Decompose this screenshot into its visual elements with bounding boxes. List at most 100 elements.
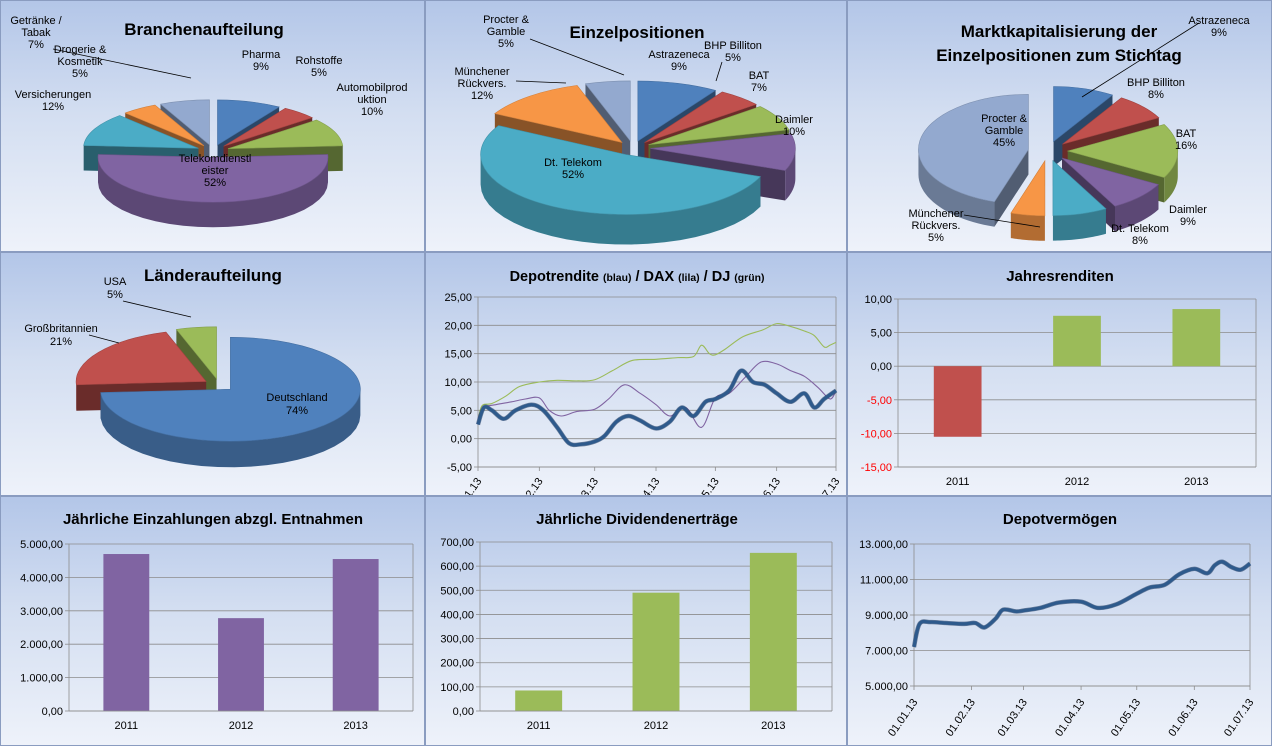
pie-slice-side	[176, 329, 217, 405]
pie-label-line: Münchener	[454, 66, 509, 78]
pie-label-line: 5%	[725, 52, 741, 64]
pie-slice-top	[217, 99, 280, 146]
pie-slice-top	[637, 80, 717, 142]
pie-slice-top	[644, 91, 758, 143]
x-tick-label: 2011	[946, 476, 970, 488]
chart-title: Depotvermögen	[1003, 511, 1117, 528]
y-tick-label: 25,00	[444, 292, 472, 304]
pie-slice-rim	[1052, 208, 1106, 241]
chart-title: Jahresrenditen	[1006, 268, 1114, 285]
pie-label-line: USA	[104, 276, 127, 288]
chart-svg: 5.000,00 7.000,00 9.000,00 11.000,00 13.000,…	[859, 511, 1256, 739]
y-tick-label: -5,00	[447, 462, 472, 474]
y-axis: 5.000,00 7.000,00 9.000,00 11.000,00 13.000,…	[859, 539, 1251, 693]
pie-label-line: 9%	[253, 61, 269, 73]
pie-label-line: 9%	[1211, 27, 1227, 39]
pie-slice-top	[918, 94, 1029, 203]
chart-svg: -5,00 0,00 5,00 10,00 15,00 20,00 25,00 01.01.1…	[444, 269, 842, 495]
y-tick-label: 11.000,00	[860, 575, 908, 587]
pie-label-line: 45%	[993, 137, 1015, 149]
chart-svg: Pharma 9% Rohstoffe 5%Automobilprod uktion 10…	[10, 15, 408, 228]
chart-title: Jährliche Dividendenerträge	[536, 511, 738, 528]
y-tick-label: 10,00	[864, 294, 892, 306]
pie-slice-top	[159, 99, 210, 146]
x-tick-label: 2011	[115, 720, 139, 732]
chart-title: Einzelpositionen	[569, 23, 704, 42]
y-tick-label: 13.000,00	[859, 539, 908, 551]
title-part: / DJ	[700, 269, 735, 285]
line-series-purple	[477, 360, 837, 428]
line-series-blue	[911, 559, 1252, 648]
label-leader	[963, 214, 1041, 228]
x-tick-label: 01.06.13	[749, 476, 783, 495]
pie-label-bhp-billiton: BHP Billiton 5%	[704, 40, 762, 64]
y-tick-label: 10,00	[444, 377, 472, 389]
y-tick-label: -5,00	[867, 395, 892, 407]
line-series-green	[477, 322, 837, 422]
label-leader	[88, 334, 120, 344]
pie-slice-top	[75, 331, 207, 386]
y-tick-label: 2.000,00	[20, 639, 63, 651]
pie-label-line: 12%	[471, 90, 493, 102]
pie-label-line: Daimler	[775, 114, 813, 126]
title-line: Depotvermögen	[1003, 511, 1117, 528]
pie-label-line: Procter &	[981, 113, 1028, 125]
pie-slice-rim	[1010, 213, 1045, 241]
y-tick-label: 600,00	[440, 561, 474, 573]
pie-label-line: Automobilprod	[337, 82, 408, 94]
pie-label-line: 5%	[928, 232, 944, 244]
pie-label-rohstoffe: Rohstoffe 5%	[296, 55, 343, 79]
y-tick-label: 7.000,00	[865, 646, 908, 658]
pie-label-pharma: Pharma 9%	[242, 49, 281, 73]
pie-slice-top	[83, 115, 199, 149]
pie-label-line: BHP Billiton	[704, 40, 762, 52]
x-tick-label: 01.05.13	[687, 476, 721, 495]
pie-label-line: Gamble	[985, 125, 1024, 137]
line-path	[912, 560, 1251, 648]
chart-svg: Astrazeneca 9%BHP Billiton 8%BAT 16%Daimler…	[908, 15, 1250, 247]
y-tick-label: 100,00	[440, 682, 474, 694]
pie-label-daimler: Daimler 9%	[1169, 204, 1207, 228]
bar-2011	[103, 554, 150, 711]
x-tick-label: 01.04.13	[1053, 697, 1087, 739]
pie-label-line: 8%	[1148, 89, 1164, 101]
pie-label-line: BAT	[749, 70, 770, 82]
pie-label-line: 52%	[204, 177, 226, 189]
x-tick-label: 01.06.13	[1166, 697, 1200, 739]
x-tick-label: 2012	[229, 720, 253, 732]
pie-label-line: Kosmetik	[57, 56, 103, 68]
pie-slices	[918, 86, 1179, 241]
x-tick-label: 01.05.13	[1109, 697, 1143, 739]
pie-label-astrazeneca: Astrazeneca 9%	[648, 49, 710, 73]
panel-depotvermoegen: 5.000,00 7.000,00 9.000,00 11.000,00 13.000,…	[847, 496, 1272, 746]
chart-title: Länderaufteilung	[144, 266, 282, 285]
pie-label-m-nchener-r-ckvers: Münchener Rückvers. 12%	[454, 66, 509, 102]
title-part: (grün)	[734, 273, 764, 284]
pie-label-line: 5%	[72, 68, 88, 80]
y-tick-label: 500,00	[440, 585, 474, 597]
y-tick-label: 0,00	[871, 361, 892, 373]
label-leader	[122, 300, 192, 318]
x-tick-label: 01.07.13	[1222, 697, 1256, 739]
pie-label-line: Tabak	[21, 27, 51, 39]
pie-label-line: Astrazeneca	[1188, 15, 1250, 27]
pie-label-line: 5%	[107, 289, 123, 301]
label-leader	[715, 61, 723, 82]
pie-label-line: eister	[202, 165, 229, 177]
y-tick-label: -10,00	[861, 428, 892, 440]
title-part: (blau)	[603, 273, 631, 284]
y-axis: -5,00 0,00 5,00 10,00 15,00 20,00 25,00	[444, 292, 837, 474]
title-part: (lila)	[678, 273, 699, 284]
y-tick-label: 5.000,00	[865, 681, 908, 693]
pie-slice-dt-telekom	[1052, 159, 1107, 241]
pie-slice-top	[227, 119, 344, 149]
pie-slices	[75, 326, 361, 468]
pie-slice-top	[97, 154, 329, 203]
pie-label-astrazeneca: Astrazeneca 9%	[1188, 15, 1250, 39]
pie-slice-top	[100, 336, 361, 442]
panel-einzahlungen: 0,00 1.000,00 2.000,00 3.000,00 4.000,00 5.00…	[0, 496, 425, 746]
pie-label-line: uktion	[357, 94, 386, 106]
panel-dividenden: 0,00 100,00 200,00 300,00 400,00 500,00 600,00…	[425, 496, 847, 746]
pie-label-dt-telekom: Dt. Telekom 8%	[1111, 223, 1169, 247]
bar-series: 2011 2012 2013	[480, 552, 832, 732]
